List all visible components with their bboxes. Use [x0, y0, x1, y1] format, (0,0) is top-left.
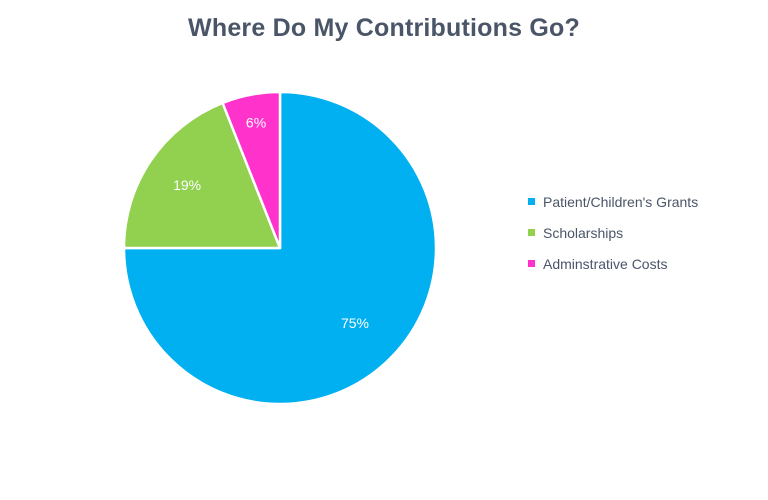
- chart-title: Where Do My Contributions Go?: [188, 14, 580, 42]
- data-label-scholarships: 19%: [173, 177, 201, 193]
- legend: Patient/Children's Grants Scholarships A…: [528, 186, 698, 279]
- legend-swatch-admin-costs: [528, 260, 535, 267]
- legend-label-admin-costs: Adminstrative Costs: [543, 255, 668, 272]
- data-label-admin-costs: 6%: [246, 114, 266, 130]
- legend-label-grants: Patient/Children's Grants: [543, 193, 699, 210]
- data-label-grants: 75%: [341, 315, 369, 331]
- pie-slice-scholarships: [122, 101, 282, 250]
- legend-swatch-scholarships: [528, 229, 535, 236]
- legend-item-scholarships: Scholarships: [528, 217, 698, 248]
- legend-swatch-grants: [528, 198, 535, 205]
- legend-label-scholarships: Scholarships: [543, 224, 624, 241]
- pie-slice-grants: [122, 90, 438, 406]
- pie-slice-admin-costs: [221, 90, 282, 250]
- legend-item-grants: Patient/Children's Grants: [528, 186, 698, 217]
- legend-item-admin-costs: Adminstrative Costs: [528, 248, 698, 279]
